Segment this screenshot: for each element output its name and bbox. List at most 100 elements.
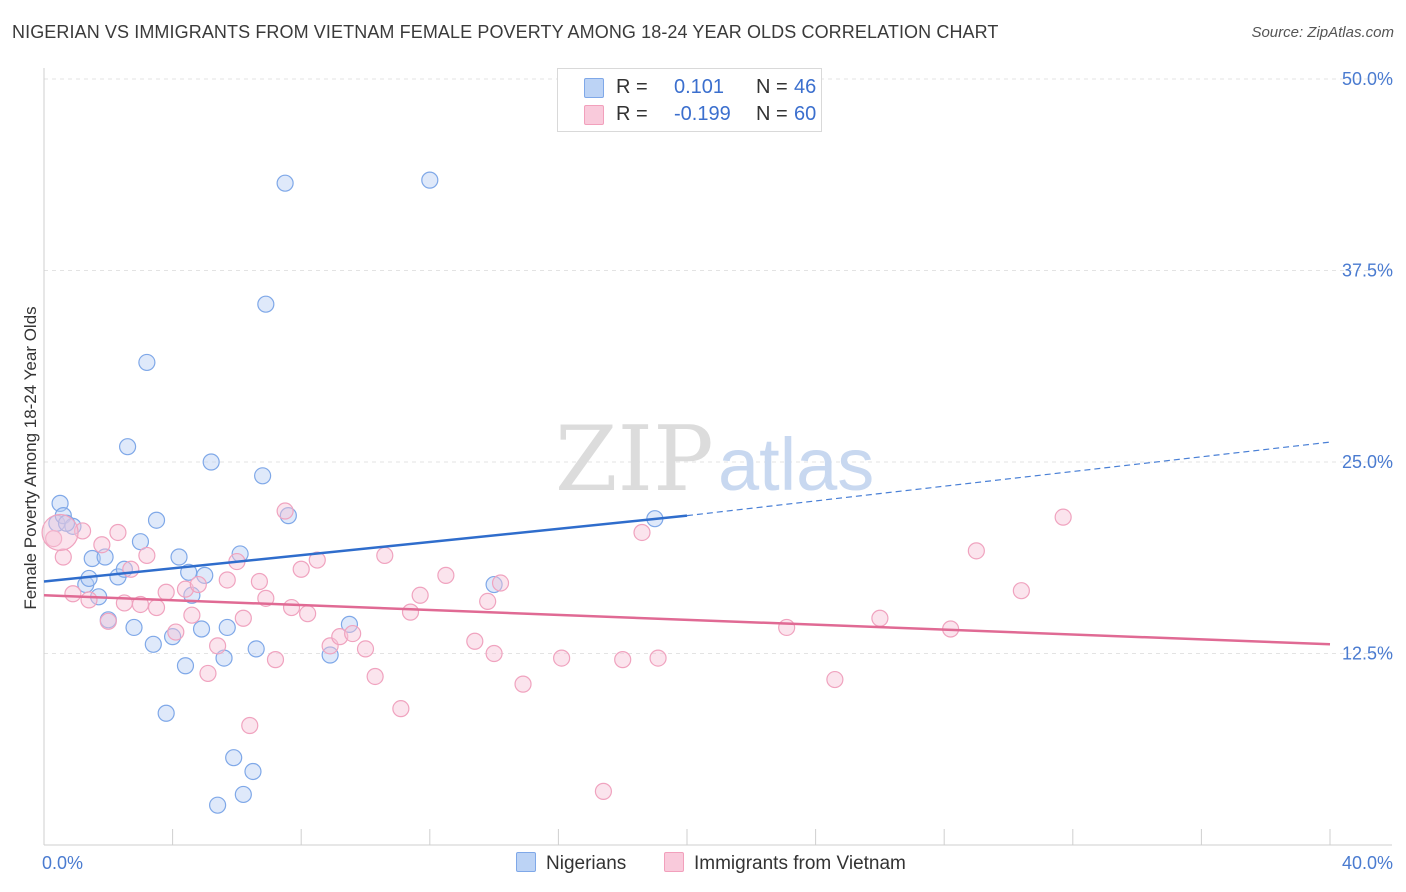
vietnam-point [250,572,269,591]
vietnam-point [411,586,429,604]
n-label: N = [756,76,788,98]
correlation-legend: R = 0.101 N = 46 R = -0.199 N = 60 [557,68,822,132]
n-value: 46 [794,76,817,98]
vietnam-point [80,591,98,609]
vietnam-points [41,502,1072,800]
vietnam-point [41,513,79,552]
legend-label-nigerians: Nigerians [546,853,627,874]
y-tick-label: 37.5% [1342,261,1393,281]
vietnam-point [109,523,127,542]
vietnam-point [1012,582,1030,600]
vietnam-point [234,609,252,627]
vietnam-point [376,546,394,565]
axes [43,68,1392,846]
vietnam-point [292,560,310,578]
nigerians-legend-swatch [516,852,536,872]
vietnam-point [967,542,985,560]
nigerians-point [164,628,182,646]
vietnam-point [276,502,294,520]
vietnam-point [649,649,667,667]
vietnam-point [199,664,217,683]
y-axis-title: Female Poverty Among 18-24 Year Olds [21,306,40,609]
nigerians-point [421,171,439,189]
nigerians-point [144,635,162,653]
nigerians-point [485,575,503,594]
trend-lines [43,441,1331,646]
vietnam-point [167,623,185,641]
vietnam-point [131,595,150,614]
vietnam-point [1054,508,1072,526]
vietnam-point [392,700,410,718]
vietnam-point [366,667,384,686]
y-tick-label: 12.5% [1342,644,1393,664]
nigerians-point [225,749,243,767]
vietnam-point [479,592,497,611]
nigerians-trend-extension [686,441,1331,517]
vietnam-point [344,624,362,643]
vietnam-point [614,651,632,669]
watermark-atlas: atlas [718,423,874,506]
nigerians-point [276,174,294,192]
vietnam-point [594,782,613,800]
nigerians-point [247,640,265,658]
watermark-zip: ZIP [555,407,714,512]
r-value: 0.101 [674,76,725,98]
vietnam-point [64,585,82,603]
nigerians-point [257,295,275,313]
vietnam-swatch [584,105,604,125]
vietnam-point [266,651,285,669]
vietnam-point [778,618,796,637]
nigerians-point [157,704,175,722]
vietnam-point [485,644,503,663]
nigerians-trend-line [43,514,688,583]
nigerians-point [202,453,220,471]
nigerians-point [209,796,227,814]
vietnam-point [241,716,259,735]
vietnam-point [99,612,117,630]
nigerians-point [254,467,272,485]
nigerians-point [279,507,297,525]
vietnam-point [54,548,72,566]
nigerians-point [131,533,150,551]
nigerians-point [183,586,201,604]
nigerians-point [176,657,195,675]
nigerians-point [125,618,143,637]
vietnam-point [308,551,326,569]
nigerians-point [321,646,339,664]
nigerians-point [234,785,252,804]
vietnam-point [218,571,236,589]
tick-labels: 12.5% 25.0% 37.5% 50.0% 0.0% 40.0% [42,69,1393,873]
y-tick-label: 50.0% [1342,69,1393,89]
r-value: -0.199 [674,103,731,125]
vietnam-point [401,603,420,621]
nigerians-point [340,615,359,633]
nigerians-point [138,353,156,372]
nigerians-point [196,566,214,584]
vietnam-point [209,637,227,655]
x-tick-label-max: 40.0% [1342,853,1393,873]
nigerians-point [118,438,137,456]
watermark: ZIP atlas [555,407,874,512]
source-label: Source: ZipAtlas.com [1251,24,1394,41]
nigerians-point [170,548,188,566]
nigerians-swatch [584,78,604,98]
vietnam-point [45,529,63,548]
vietnam-point [122,560,140,578]
nigerians-point [192,620,211,638]
vietnam-point [157,583,175,601]
n-label: N = [756,103,788,125]
vietnam-point [331,628,349,646]
vietnam-point [189,575,207,594]
x-tick-label-min: 0.0% [42,853,83,873]
nigerians-point [83,549,101,568]
chart-title: NIGERIAN VS IMMIGRANTS FROM VIETNAM FEMA… [12,22,999,42]
vietnam-trend-line [43,594,1331,646]
gridlines [44,78,1392,654]
nigerians-points [48,171,664,814]
r-label: R = [616,103,648,125]
r-label: R = [616,76,648,98]
vietnam-point [826,670,844,689]
vietnam-point [147,598,166,617]
vietnam-point [73,522,92,540]
